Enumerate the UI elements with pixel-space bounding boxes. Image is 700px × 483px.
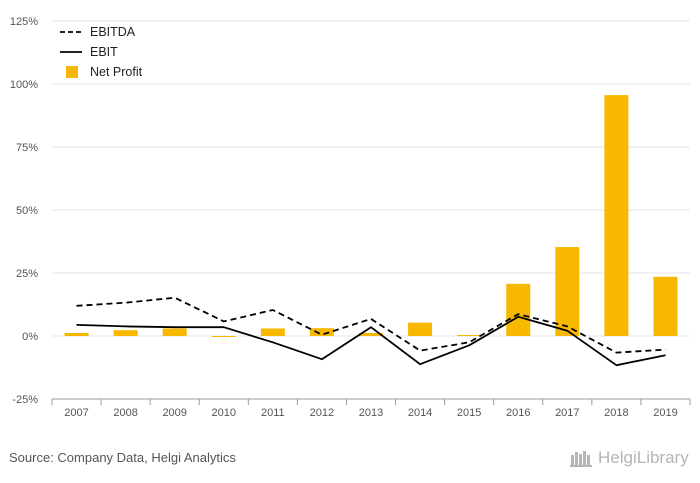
source-note: Source: Company Data, Helgi Analytics — [9, 450, 236, 465]
legend-label-net-profit: Net Profit — [90, 65, 143, 79]
line-ebitda — [76, 296, 666, 354]
legend-label-ebitda: EBITDA — [90, 25, 136, 39]
legend-swatch-net-profit — [66, 66, 78, 78]
bar-net-profit — [162, 328, 187, 336]
y-tick-label: 25% — [16, 268, 38, 280]
x-tick-label: 2008 — [113, 407, 137, 419]
y-tick-label: 0% — [22, 331, 38, 343]
x-tick-label: 2012 — [310, 407, 334, 419]
x-tick-label: 2019 — [653, 407, 677, 419]
bar-net-profit — [457, 334, 482, 336]
x-tick-label: 2013 — [359, 407, 383, 419]
library-icon — [570, 451, 592, 467]
x-tick-label: 2011 — [261, 407, 285, 419]
brand-logo: HelgiLibrary — [570, 448, 689, 468]
legend-label-ebit: EBIT — [90, 45, 118, 59]
y-axis: -25% 0% 25% 50% 75% 100% 125% — [10, 16, 38, 406]
bar-net-profit — [309, 328, 334, 336]
bar-net-profit — [113, 330, 138, 336]
bar-net-profit — [408, 322, 433, 336]
bar-net-profit — [64, 332, 89, 336]
gridlines — [52, 20, 690, 400]
bar-net-profit — [260, 328, 285, 336]
bar-net-profit — [211, 336, 236, 337]
y-tick-label: 75% — [16, 142, 38, 154]
y-tick-label: 100% — [10, 79, 38, 91]
x-tick-label: 2009 — [162, 407, 186, 419]
x-tick-label: 2016 — [506, 407, 530, 419]
legend: EBITDA EBIT Net Profit — [60, 25, 143, 79]
x-tick-label: 2007 — [64, 407, 88, 419]
series-lines — [76, 296, 666, 367]
bar-net-profit — [653, 276, 678, 336]
bar-net-profit — [604, 95, 629, 336]
net-profit-bars — [64, 95, 678, 337]
x-tick-label: 2018 — [604, 407, 628, 419]
y-tick-label: 125% — [10, 16, 38, 28]
brand-text: HelgiLibrary — [598, 448, 689, 467]
x-tick-label: 2017 — [555, 407, 579, 419]
bar-net-profit — [506, 283, 531, 336]
y-tick-label: -25% — [12, 394, 38, 406]
x-tick-label: 2015 — [457, 407, 481, 419]
x-tick-label: 2010 — [212, 407, 236, 419]
chart: -25% 0% 25% 50% 75% 100% 125% 2007 2008 2009 2010… — [10, 16, 691, 419]
bar-net-profit — [555, 247, 580, 336]
x-tick-label: 2014 — [408, 407, 432, 419]
bar-net-profit — [359, 332, 383, 336]
y-tick-label: 50% — [16, 205, 38, 217]
x-axis: 2007 2008 2009 2010 2011 2012 2013 2014 2015 2016… — [51, 398, 691, 419]
line-ebit — [76, 315, 666, 367]
